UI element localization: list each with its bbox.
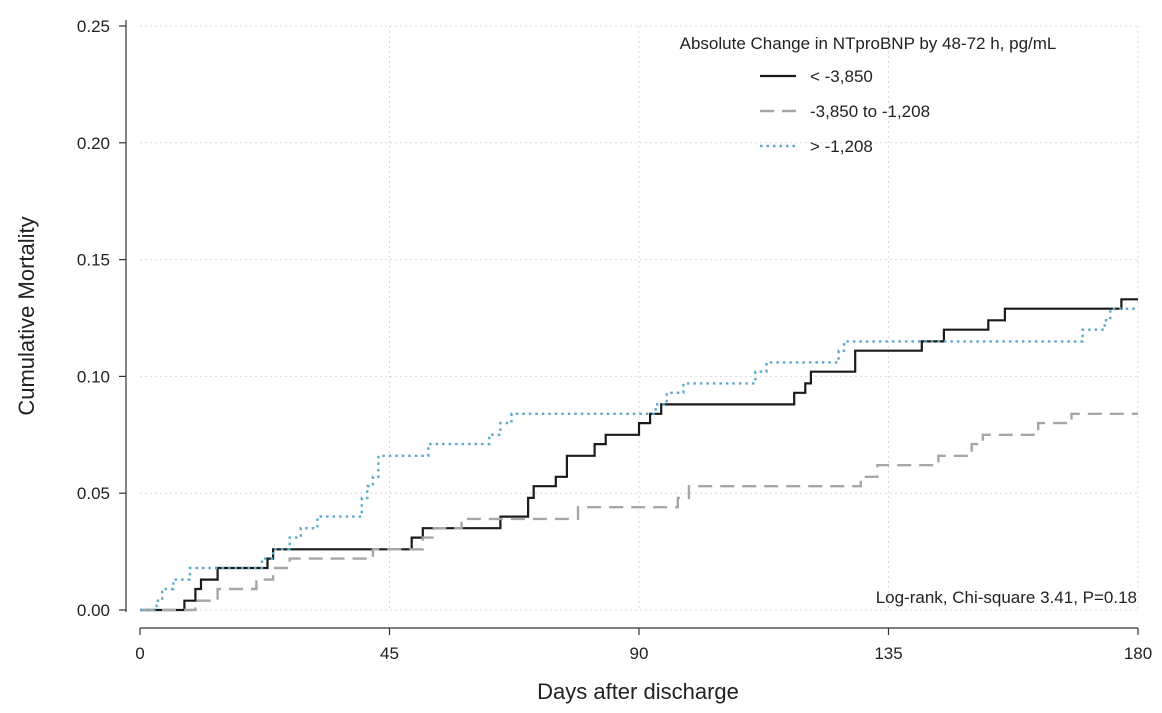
y-tick-label: 0.15 [77, 251, 110, 270]
logrank-annotation: Log-rank, Chi-square 3.41, P=0.18 [876, 588, 1137, 607]
y-axis-title: Cumulative Mortality [14, 216, 39, 415]
x-tick-label: 180 [1124, 644, 1152, 663]
legend: Absolute Change in NTproBNP by 48-72 h, … [680, 34, 1057, 156]
grid-layer [140, 25, 1139, 611]
legend-label-2: -3,850 to -1,208 [810, 102, 930, 121]
legend-label-3: > -1,208 [810, 137, 873, 156]
series [140, 298, 1138, 612]
x-tick-label: 135 [874, 644, 902, 663]
x-tick-label: 0 [135, 644, 144, 663]
legend-label-1: < -3,850 [810, 67, 873, 86]
x-axis-title: Days after discharge [537, 679, 739, 704]
ticks: 0.00 0.05 0.10 0.15 0.20 0.25 0 45 90 135 180 [77, 17, 1152, 663]
axes [125, 20, 1138, 629]
y-tick-label: 0.00 [77, 601, 110, 620]
y-tick-label: 0.10 [77, 367, 110, 386]
x-tick-label: 90 [630, 644, 649, 663]
series-line-3 [140, 307, 1138, 612]
legend-title: Absolute Change in NTproBNP by 48-72 h, … [680, 34, 1057, 53]
series-line-1 [140, 298, 1138, 612]
y-tick-label: 0.25 [77, 17, 110, 36]
y-tick-label: 0.20 [77, 134, 110, 153]
series-line-2 [140, 412, 1138, 612]
y-tick-label: 0.05 [77, 484, 110, 503]
x-tick-label: 45 [380, 644, 399, 663]
